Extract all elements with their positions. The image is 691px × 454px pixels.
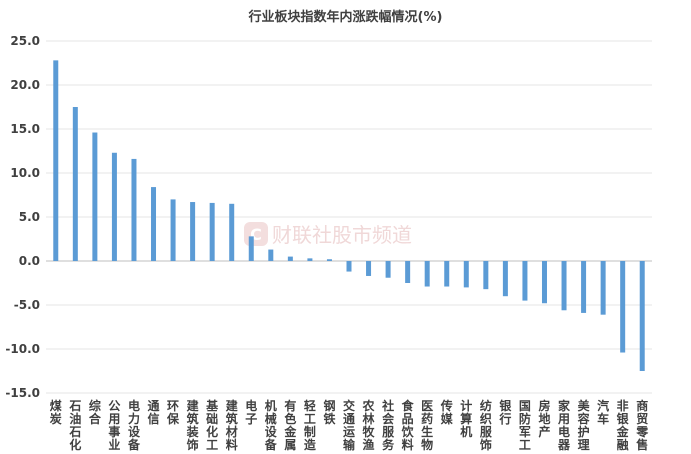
- x-tick-label: 通信: [148, 398, 160, 426]
- y-tick-label: -10.0: [5, 342, 40, 356]
- bar: [53, 60, 59, 261]
- x-tick-label: 家用电器: [557, 398, 571, 452]
- x-tick-label: 基础化工: [205, 398, 219, 452]
- bar: [287, 256, 293, 261]
- x-tick-label: 机械设备: [264, 398, 278, 452]
- x-tick-label: 商贸零售: [635, 398, 649, 452]
- x-tick-label: 美容护理: [577, 398, 591, 452]
- x-tick-label: 建筑装饰: [186, 398, 200, 452]
- bar: [170, 199, 176, 261]
- x-tick-label: 医药生物: [421, 399, 433, 452]
- x-tick-label: 食品饮料: [401, 398, 415, 452]
- y-tick-label: 15.0: [10, 122, 40, 136]
- bar: [72, 107, 78, 261]
- bar: [307, 258, 313, 261]
- bar: [483, 261, 489, 290]
- watermark: C 财联社股市频道: [244, 222, 412, 247]
- x-tick-label: 环保: [166, 399, 180, 426]
- x-tick-label: 银行: [498, 398, 512, 426]
- bar: [190, 202, 196, 261]
- x-tick-label: 非银金融: [616, 398, 630, 452]
- bar: [248, 236, 254, 261]
- bar: [502, 261, 508, 297]
- bar: [209, 202, 215, 261]
- bar: [385, 261, 391, 278]
- x-tick-label: 电力设备: [127, 398, 141, 452]
- y-tick-label: 20.0: [10, 78, 40, 92]
- y-tick-label: 0.0: [19, 254, 40, 268]
- bar: [92, 132, 98, 261]
- x-axis-ticks: 煤炭石油石化综合公用事业电力设备通信环保建筑装饰基础化工建筑材料电子机械设备有色…: [50, 398, 649, 452]
- bar: [444, 261, 450, 287]
- x-tick-label: 社会服务: [381, 398, 395, 452]
- cls-logo-icon: C: [244, 222, 268, 246]
- bar: [111, 152, 117, 261]
- bar: [131, 158, 137, 261]
- bar: [620, 261, 626, 353]
- bar: [424, 261, 430, 287]
- chart-title: 行业板块指数年内涨跌幅情况(%): [248, 10, 443, 25]
- x-tick-label: 汽车: [597, 398, 609, 426]
- x-tick-label: 计算机: [460, 398, 472, 439]
- x-tick-label: 公用事业: [107, 399, 120, 452]
- bar: [151, 187, 157, 261]
- x-tick-label: 房地产: [538, 398, 550, 439]
- bar: [346, 261, 352, 272]
- x-tick-label: 建筑材料: [225, 398, 239, 452]
- svg-text:C: C: [250, 225, 262, 244]
- y-axis-ticks: 25.0 20.0 15.0 10.0 5.0 0.0 -5.0 -10.0 -15.0: [5, 34, 40, 400]
- y-tick-label: 25.0: [10, 34, 40, 48]
- x-tick-label: 石油石化: [68, 399, 81, 452]
- x-tick-label: 交通运输: [343, 398, 356, 452]
- x-tick-label: 煤炭: [50, 398, 62, 426]
- y-tick-label: 10.0: [10, 166, 40, 180]
- bar: [326, 259, 332, 261]
- bar: [229, 203, 235, 261]
- bar: [268, 249, 274, 261]
- y-tick-label: -15.0: [5, 386, 40, 400]
- x-tick-label: 纺织服饰: [480, 398, 493, 452]
- bar: [541, 261, 547, 304]
- watermark-text: 财联社股市频道: [272, 223, 412, 247]
- y-tick-label: -5.0: [14, 298, 40, 312]
- x-tick-label: 综合: [89, 398, 102, 426]
- bar: [366, 261, 372, 276]
- y-tick-label: 5.0: [19, 210, 40, 224]
- x-tick-label: 电子: [245, 398, 257, 426]
- x-tick-label: 农林牧渔: [362, 398, 376, 452]
- bar: [522, 261, 528, 301]
- x-tick-label: 国防军工: [519, 399, 531, 452]
- x-tick-label: 轻工制造: [304, 398, 317, 452]
- bar: [639, 261, 645, 371]
- gridlines: [46, 40, 652, 394]
- bar: [581, 261, 587, 313]
- bars: [53, 60, 645, 371]
- x-tick-label: 传媒: [440, 398, 454, 426]
- x-tick-label: 钢铁: [323, 398, 335, 426]
- bar: [561, 261, 567, 311]
- bar: [405, 261, 411, 283]
- bar: [600, 261, 606, 315]
- bar: [463, 261, 469, 288]
- x-tick-label: 有色金属: [283, 398, 297, 452]
